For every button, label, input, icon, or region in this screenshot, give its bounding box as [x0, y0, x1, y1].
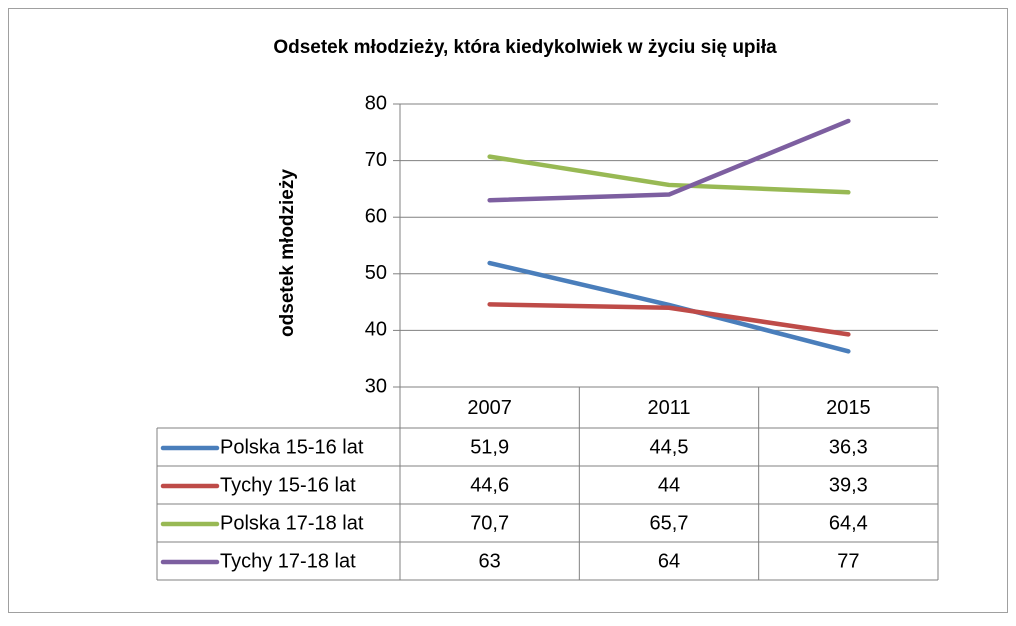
y-tick-label: 70	[365, 149, 387, 171]
table-value: 39,3	[829, 474, 868, 496]
table-value: 63	[479, 550, 501, 572]
table-value: 77	[837, 550, 859, 572]
legend-label: Tychy 15-16 lat	[220, 474, 356, 496]
chart-border	[8, 8, 1008, 613]
y-tick-label: 40	[365, 319, 387, 341]
table-value: 51,9	[470, 436, 509, 458]
table-value: 44,5	[650, 436, 689, 458]
y-tick-label: 30	[365, 375, 387, 397]
x-tick-label: 2007	[467, 397, 512, 419]
table-value: 44,6	[470, 474, 509, 496]
y-tick-label: 60	[365, 205, 387, 227]
legend-label: Polska 15-16 lat	[220, 436, 364, 458]
table-value: 64	[658, 550, 680, 572]
table-value: 44	[658, 474, 680, 496]
chart-title: Odsetek młodzieży, która kiedykolwiek w …	[273, 37, 777, 58]
line-series	[487, 118, 851, 203]
line-series	[487, 260, 851, 354]
y-tick-label: 80	[365, 92, 387, 114]
x-tick-label: 2015	[826, 397, 871, 419]
table-value: 65,7	[650, 512, 689, 534]
line-series	[487, 154, 851, 195]
table-value: 70,7	[470, 512, 509, 534]
table-value: 36,3	[829, 436, 868, 458]
y-tick-label: 50	[365, 262, 387, 284]
legend-label: Polska 17-18 lat	[220, 512, 364, 534]
x-tick-label: 2011	[647, 397, 690, 419]
legend-label: Tychy 17-18 lat	[220, 550, 356, 572]
table-value: 64,4	[829, 512, 868, 534]
line-series	[487, 302, 851, 337]
y-axis-title: odsetek młodzieży	[277, 169, 298, 337]
